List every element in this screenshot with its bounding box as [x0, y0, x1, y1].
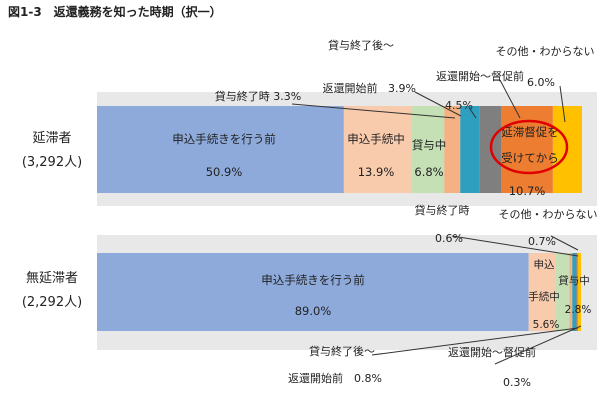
value-label: 50.9%: [206, 165, 243, 179]
bar-label: 申込手続中: [347, 132, 405, 146]
leader-line: [550, 235, 579, 251]
value-label: 5.6%: [533, 319, 560, 331]
bar-segment-during-application: [343, 106, 412, 193]
callout-label: 貸与終了時 3.3%: [215, 89, 301, 103]
bar-label: 申込手続きを行う前: [261, 273, 365, 287]
bar-segment-end-of-loan: [569, 253, 573, 331]
bar-segment-end-of-loan: [444, 106, 461, 193]
callout-label: その他・わからない: [499, 208, 598, 221]
category-n: (3,292人): [22, 155, 82, 170]
bar-label: 受けてから: [501, 151, 559, 165]
bar-segment-during-loan: [411, 106, 445, 193]
callout-value: 6.0%: [527, 76, 555, 89]
callout-label: 貸与終了時: [415, 203, 470, 217]
value-label: 89.0%: [295, 304, 332, 318]
callout-value: 0.3%: [503, 376, 531, 389]
leader-line: [371, 327, 579, 356]
bar-label: 貸与中: [558, 274, 590, 287]
highlight-circle: [489, 119, 569, 175]
bar-segment-other-unknown: [577, 253, 582, 331]
leader-line: [559, 85, 566, 123]
callout-label: 返還開始前: [323, 81, 378, 95]
callout-label: その他・わからない: [496, 45, 595, 58]
bar-label: 申込: [534, 258, 555, 271]
bar-label: 申込手続きを行う前: [172, 132, 276, 146]
category-label: 無延滞者: [26, 271, 78, 286]
bar-segment-during-application: [528, 253, 556, 331]
value-label: 13.9%: [358, 165, 395, 179]
figure-title: 図1-3 返還義務を知った時期（択一）: [8, 4, 222, 19]
bar-segment-before-application: [97, 106, 344, 193]
callout-label: 返還開始～督促前: [436, 69, 524, 83]
leader-lines: [291, 79, 582, 365]
callout-label: 返還開始前 0.8%: [288, 371, 382, 385]
bar-label: 貸与中: [412, 138, 447, 152]
value-label: 2.8%: [565, 304, 592, 316]
callout-label: 返還開始～督促前: [448, 345, 536, 359]
callout-label: 貸与終了後～: [309, 344, 375, 358]
value-label: 10.7%: [509, 184, 546, 198]
bar-label: 延滞督促を: [501, 125, 559, 139]
leader-line: [494, 325, 582, 365]
category-n: (2,292人): [22, 295, 82, 310]
bar-segment-after-loan-before-repayment: [460, 106, 480, 193]
value-label: 6.8%: [414, 165, 443, 179]
bars-layer: [97, 106, 582, 331]
leader-line: [499, 79, 521, 119]
bar-segment-after-dunning: [501, 106, 553, 193]
bar-segment-after-loan-before-repayment: [572, 253, 577, 331]
callout-value: 0.6%: [435, 232, 463, 245]
callout-label: 貸与終了後～: [328, 38, 394, 52]
callout-value: 3.9%: [388, 82, 416, 95]
leader-line: [291, 103, 456, 119]
leader-line: [414, 91, 462, 117]
leader-line: [469, 108, 477, 119]
callout-value: 4.5%: [445, 99, 473, 112]
bar-segment-after-repayment-before-dunning: [576, 253, 578, 331]
bar-segment-before-application: [97, 253, 529, 331]
callout-value: 0.7%: [528, 235, 556, 248]
bar-segment-during-loan: [555, 253, 570, 331]
bar-label: 手続中: [528, 290, 560, 303]
leader-line: [451, 235, 579, 257]
category-label: 延滞者: [32, 131, 71, 146]
